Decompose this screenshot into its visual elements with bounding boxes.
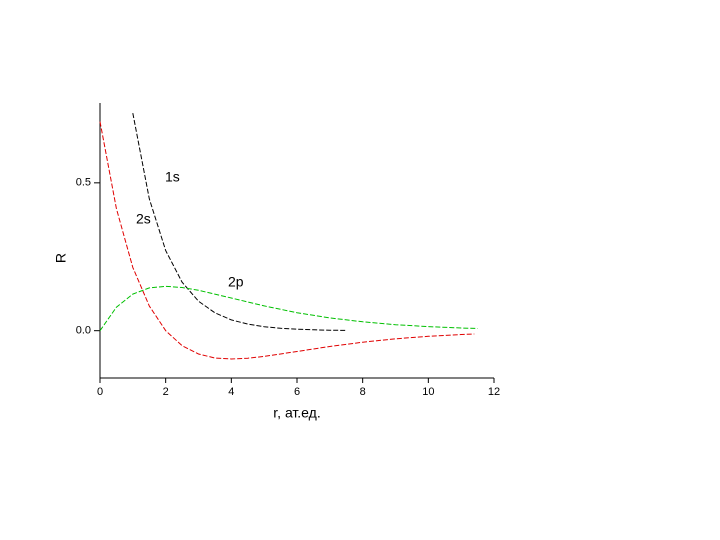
x-tick-label: 10 — [422, 386, 434, 398]
x-tick-label: 12 — [488, 386, 500, 398]
x-tick-label: 8 — [360, 386, 366, 398]
x-tick-label: 4 — [228, 386, 234, 398]
x-axis-label: r, ат.ед. — [273, 405, 320, 421]
x-tick-label: 2 — [163, 386, 169, 398]
series-label: 2p — [228, 274, 244, 290]
series-label: 2s — [136, 211, 151, 227]
series-line — [132, 113, 347, 331]
series-line — [99, 285, 478, 331]
y-axis-label: R — [53, 253, 69, 263]
y-tick-label: 0.0 — [76, 325, 91, 337]
series-label: 1s — [165, 169, 180, 185]
x-tick-label: 0 — [97, 386, 103, 398]
x-tick-label: 6 — [294, 386, 300, 398]
y-tick-label: 0.5 — [76, 177, 91, 189]
series-line — [99, 121, 475, 360]
